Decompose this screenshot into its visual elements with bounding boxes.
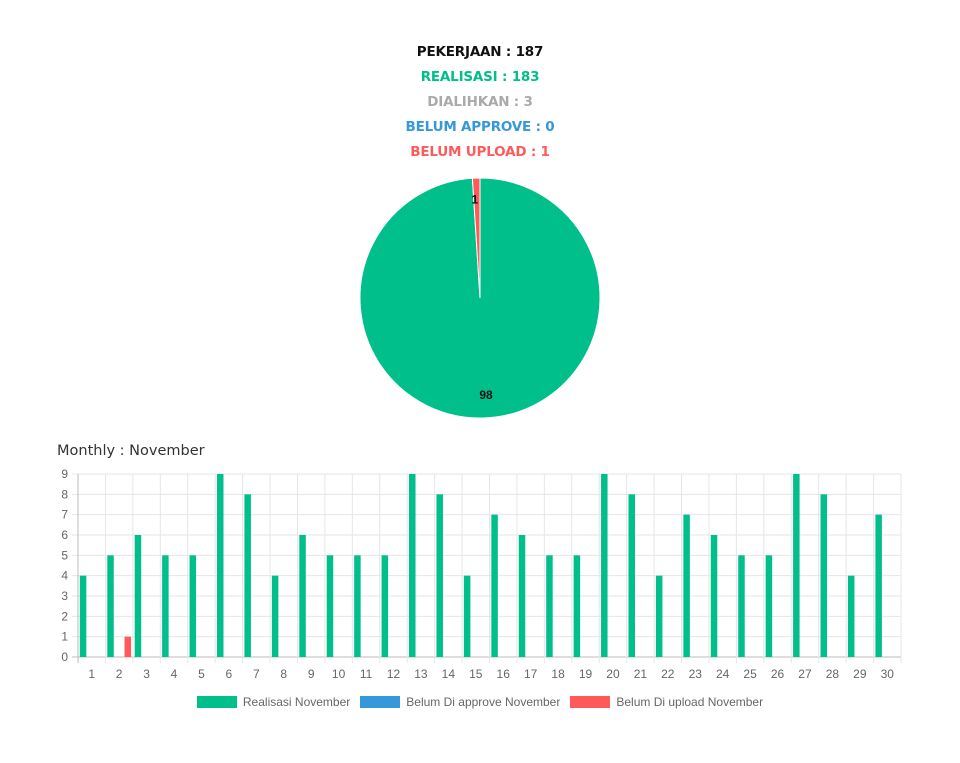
- bar-0-28[interactable]: [820, 494, 828, 657]
- y-tick-label: 7: [61, 508, 68, 522]
- monthly-title: Monthly : November: [57, 443, 205, 459]
- x-tick-label: 24: [716, 667, 730, 681]
- bar-0-18[interactable]: [546, 555, 553, 657]
- y-tick-label: 0: [61, 650, 68, 664]
- bar-0-12[interactable]: [381, 555, 389, 657]
- bar-0-26[interactable]: [765, 555, 773, 657]
- legend-label-realisasi: Realisasi November: [242, 695, 351, 709]
- x-tick-label: 18: [551, 667, 565, 681]
- bar-0-29[interactable]: [847, 575, 855, 657]
- bar-0-15[interactable]: [463, 575, 471, 657]
- bar-2-2[interactable]: [124, 636, 132, 657]
- x-tick-label: 23: [689, 667, 703, 681]
- summary-belum-upload: BELUM UPLOAD : 1: [410, 144, 550, 160]
- y-tick-label: 4: [61, 569, 68, 583]
- bar-0-20[interactable]: [601, 474, 608, 657]
- legend-swatch-belum-approve: [360, 696, 401, 708]
- pie-slice-1[interactable]: [471, 177, 481, 299]
- x-tick-label: 12: [387, 667, 401, 681]
- bar-0-5[interactable]: [189, 555, 197, 657]
- bar-0-7[interactable]: [244, 494, 251, 657]
- x-tick-label: 19: [579, 667, 593, 681]
- x-tick-label: 10: [332, 667, 346, 681]
- bar-0-21[interactable]: [628, 494, 635, 657]
- bar-0-3[interactable]: [134, 535, 142, 657]
- bar-0-11[interactable]: [354, 555, 361, 657]
- x-tick-label: 6: [226, 667, 233, 681]
- x-tick-label: 7: [253, 667, 260, 681]
- bar-0-10[interactable]: [326, 555, 334, 657]
- x-tick-label: 22: [661, 667, 675, 681]
- y-tick-label: 6: [61, 528, 68, 542]
- legend-label-belum-approve: Belum Di approve November: [406, 695, 561, 709]
- x-tick-label: 28: [826, 667, 840, 681]
- x-tick-label: 2: [116, 667, 123, 681]
- legend-item-realisasi[interactable]: Realisasi November: [196, 695, 351, 709]
- bar-0-17[interactable]: [518, 535, 526, 657]
- bar-0-1[interactable]: [79, 575, 87, 657]
- x-tick-label: 25: [743, 667, 757, 681]
- y-tick-label: 1: [61, 630, 68, 644]
- bar-0-8[interactable]: [271, 575, 279, 657]
- bar-0-13[interactable]: [409, 474, 416, 657]
- bar-0-14[interactable]: [436, 494, 443, 657]
- x-tick-label: 17: [524, 667, 538, 681]
- bar-0-6[interactable]: [216, 474, 224, 657]
- x-tick-label: 27: [798, 667, 812, 681]
- legend-label-belum-upload: Belum Di upload November: [616, 695, 764, 709]
- bar-0-19[interactable]: [573, 555, 581, 657]
- bar-legend: Realisasi November Belum Di approve Nove…: [0, 695, 960, 709]
- summary-pekerjaan: PEKERJAAN : 187: [416, 44, 544, 60]
- x-tick-label: 4: [171, 667, 178, 681]
- y-tick-label: 8: [61, 487, 68, 501]
- x-tick-label: 30: [881, 667, 895, 681]
- x-tick-label: 8: [280, 667, 287, 681]
- x-tick-label: 11: [360, 667, 373, 681]
- bar-0-22[interactable]: [655, 575, 663, 657]
- bar-0-2[interactable]: [107, 555, 114, 657]
- x-tick-label: 20: [606, 667, 620, 681]
- bar-0-9[interactable]: [299, 535, 306, 657]
- summary-dialihkan: DIALIHKAN : 3: [427, 94, 533, 110]
- bar-0-25[interactable]: [738, 555, 745, 657]
- bar-0-23[interactable]: [683, 514, 690, 657]
- bar-0-4[interactable]: [162, 555, 169, 657]
- x-tick-label: 21: [634, 667, 648, 681]
- bar-0-30[interactable]: [875, 514, 882, 657]
- x-tick-label: 13: [414, 667, 428, 681]
- x-tick-label: 15: [469, 667, 483, 681]
- x-tick-label: 1: [88, 667, 95, 681]
- legend-item-belum-approve[interactable]: Belum Di approve November: [360, 695, 560, 709]
- legend-swatch-belum-upload: [570, 696, 611, 708]
- legend-swatch-realisasi: [196, 696, 237, 708]
- legend-item-belum-upload[interactable]: Belum Di upload November: [570, 695, 763, 709]
- x-tick-label: 5: [198, 667, 205, 681]
- pie-label-1: 1: [471, 192, 478, 206]
- x-tick-label: 29: [853, 667, 867, 681]
- x-tick-label: 26: [771, 667, 785, 681]
- summary-belum-approve: BELUM APPROVE : 0: [405, 119, 555, 135]
- x-tick-label: 3: [143, 667, 150, 681]
- y-tick-label: 2: [61, 609, 68, 623]
- y-tick-label: 5: [61, 548, 68, 562]
- x-tick-label: 16: [497, 667, 511, 681]
- y-tick-label: 9: [61, 467, 68, 481]
- pie-chart[interactable]: 98 1: [0, 0, 960, 430]
- y-tick-label: 3: [61, 589, 68, 603]
- x-tick-label: 9: [308, 667, 315, 681]
- x-tick-label: 14: [442, 667, 456, 681]
- bar-0-24[interactable]: [710, 535, 718, 657]
- bar-0-27[interactable]: [793, 474, 800, 657]
- bar-0-16[interactable]: [491, 514, 498, 657]
- pie-label-0: 98: [479, 388, 493, 402]
- summary-realisasi: REALISASI : 183: [420, 69, 540, 85]
